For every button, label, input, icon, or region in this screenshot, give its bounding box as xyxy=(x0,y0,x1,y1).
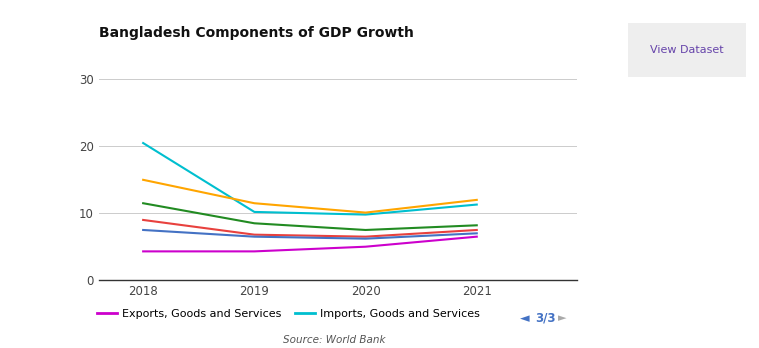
Text: 3/3: 3/3 xyxy=(535,312,556,325)
Text: Source: World Bank: Source: World Bank xyxy=(282,334,386,345)
Text: ◄: ◄ xyxy=(520,312,530,325)
Text: ►: ► xyxy=(558,314,566,323)
Text: Bangladesh Components of GDP Growth: Bangladesh Components of GDP Growth xyxy=(99,26,414,40)
Legend: Exports, Goods and Services, Imports, Goods and Services: Exports, Goods and Services, Imports, Go… xyxy=(92,304,485,323)
Text: View Dataset: View Dataset xyxy=(650,45,724,55)
